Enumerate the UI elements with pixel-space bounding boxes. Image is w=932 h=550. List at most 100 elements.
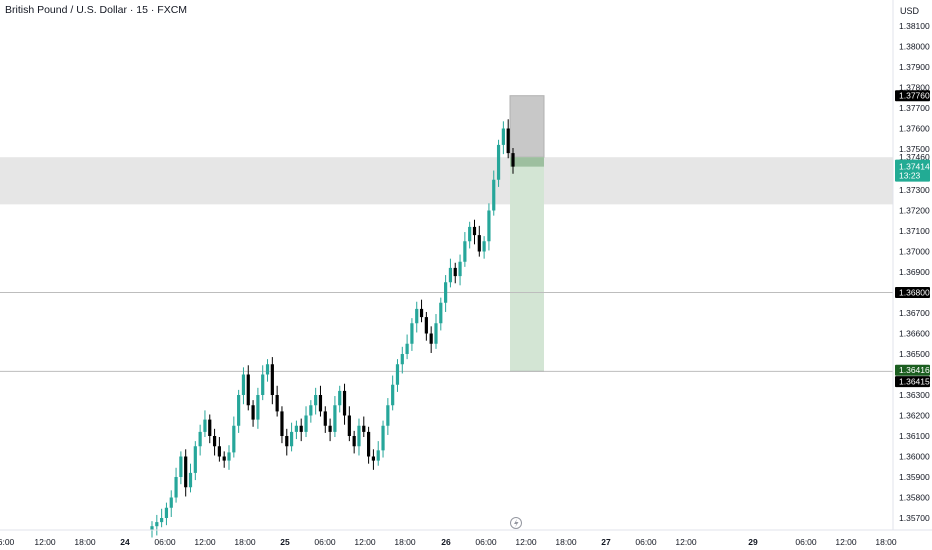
stop-price-tag-bg[interactable]	[895, 90, 930, 102]
target-price-tag-black-bg[interactable]	[895, 376, 930, 388]
bullish-candle[interactable]	[333, 405, 337, 432]
bullish-candle[interactable]	[179, 456, 183, 478]
entry-price-tag: 1.37460	[899, 152, 930, 162]
bullish-candle[interactable]	[434, 323, 438, 344]
bearish-candle[interactable]	[362, 425, 366, 432]
price-tick-label: 1.35900	[899, 472, 930, 482]
bearish-candle[interactable]	[285, 436, 289, 447]
time-tick-label: 18:00	[234, 537, 256, 547]
bullish-candle[interactable]	[439, 302, 443, 324]
bearish-candle[interactable]	[299, 425, 303, 432]
bearish-candle[interactable]	[318, 395, 323, 412]
bearish-candle[interactable]	[367, 431, 371, 457]
bullish-candle[interactable]	[501, 128, 505, 145]
bearish-candle[interactable]	[222, 456, 226, 461]
bearish-candle[interactable]	[328, 425, 332, 432]
level-price-tag: 1.36800	[899, 288, 930, 298]
bullish-candle[interactable]	[198, 431, 202, 447]
bullish-candle[interactable]	[155, 522, 159, 527]
bullish-candle[interactable]	[169, 497, 173, 508]
price-tick-label: 1.37600	[899, 124, 930, 134]
bullish-candle[interactable]	[164, 507, 169, 518]
price-tick-label: 1.36300	[899, 390, 930, 400]
bullish-candle[interactable]	[261, 374, 265, 396]
bearish-candle[interactable]	[511, 153, 515, 167]
bearish-candle[interactable]	[251, 405, 255, 420]
bullish-candle[interactable]	[468, 226, 472, 242]
bullish-candle[interactable]	[496, 144, 501, 180]
bullish-candle[interactable]	[289, 431, 294, 447]
bullish-candle[interactable]	[381, 425, 385, 451]
bearish-candle[interactable]	[477, 235, 481, 252]
bullish-candle[interactable]	[174, 477, 178, 498]
bearish-candle[interactable]	[342, 390, 347, 416]
bearish-candle[interactable]	[352, 436, 356, 447]
bullish-candle[interactable]	[188, 472, 193, 488]
price-tick-label: 1.37100	[899, 226, 930, 236]
bullish-candle[interactable]	[237, 395, 241, 426]
bearish-candle[interactable]	[419, 308, 424, 318]
bullish-candle[interactable]	[241, 374, 246, 396]
bullish-candle[interactable]	[256, 395, 260, 420]
bearish-candle[interactable]	[371, 456, 376, 461]
bullish-candle[interactable]	[405, 343, 409, 354]
bullish-candle[interactable]	[338, 390, 342, 406]
bullish-candle[interactable]	[463, 241, 467, 262]
target-price-tag-green-bg[interactable]	[895, 364, 930, 376]
bearish-candle[interactable]	[323, 411, 327, 426]
bullish-candle[interactable]	[193, 446, 197, 473]
bullish-candle[interactable]	[227, 452, 231, 461]
bearish-candle[interactable]	[429, 333, 433, 344]
bullish-candle[interactable]	[265, 364, 270, 375]
bullish-candle[interactable]	[482, 241, 486, 252]
resistance-zone[interactable]	[0, 157, 893, 205]
bullish-candle[interactable]	[458, 261, 462, 277]
price-tick-label: 1.36200	[899, 411, 930, 421]
bearish-candle[interactable]	[270, 364, 274, 395]
level-price-tag-bg[interactable]	[895, 287, 930, 298]
price-tick-label: 1.35700	[899, 513, 930, 523]
bearish-candle[interactable]	[184, 456, 188, 488]
stop-loss-zone[interactable]	[509, 95, 545, 158]
bearish-candle[interactable]	[280, 411, 284, 436]
time-tick-label: 26	[441, 537, 451, 547]
bearish-candle[interactable]	[347, 415, 351, 437]
bullish-candle[interactable]	[395, 364, 400, 385]
bearish-candle[interactable]	[424, 317, 428, 334]
take-profit-zone[interactable]	[510, 157, 544, 372]
bearish-candle[interactable]	[208, 419, 212, 436]
bullish-candle[interactable]	[487, 210, 491, 242]
bearish-candle[interactable]	[472, 226, 477, 236]
bullish-candle[interactable]	[160, 518, 164, 523]
bearish-candle[interactable]	[453, 267, 457, 277]
bullish-candle[interactable]	[386, 405, 390, 426]
bullish-candle[interactable]	[309, 405, 313, 416]
price-tick-label: 1.37800	[899, 83, 930, 93]
bullish-candle[interactable]	[410, 323, 414, 344]
price-tick-label: 1.36900	[899, 267, 930, 277]
bearish-candle[interactable]	[275, 395, 279, 412]
bullish-candle[interactable]	[314, 395, 318, 406]
bearish-candle[interactable]	[246, 374, 250, 406]
bearish-candle[interactable]	[506, 128, 510, 154]
bearish-candle[interactable]	[212, 436, 217, 447]
bullish-candle[interactable]	[415, 308, 419, 324]
bullish-candle[interactable]	[391, 384, 395, 406]
bullish-candle[interactable]	[444, 282, 448, 303]
current-price-tag-bg[interactable]	[895, 159, 930, 182]
price-tick-label: 1.37200	[899, 206, 930, 216]
bullish-candle[interactable]	[150, 526, 154, 531]
bullish-candle[interactable]	[492, 179, 496, 211]
bullish-candle[interactable]	[357, 425, 361, 447]
bullish-candle[interactable]	[232, 425, 236, 453]
currency-label: USD	[900, 6, 920, 16]
bearish-candle[interactable]	[217, 446, 221, 457]
bullish-candle[interactable]	[376, 450, 380, 461]
bullish-candle[interactable]	[448, 267, 453, 283]
bullish-candle[interactable]	[294, 425, 298, 432]
bullish-candle[interactable]	[400, 354, 404, 365]
bullish-candle[interactable]	[203, 419, 207, 432]
time-tick-label: 18:00	[875, 537, 897, 547]
bullish-candle[interactable]	[304, 415, 308, 432]
